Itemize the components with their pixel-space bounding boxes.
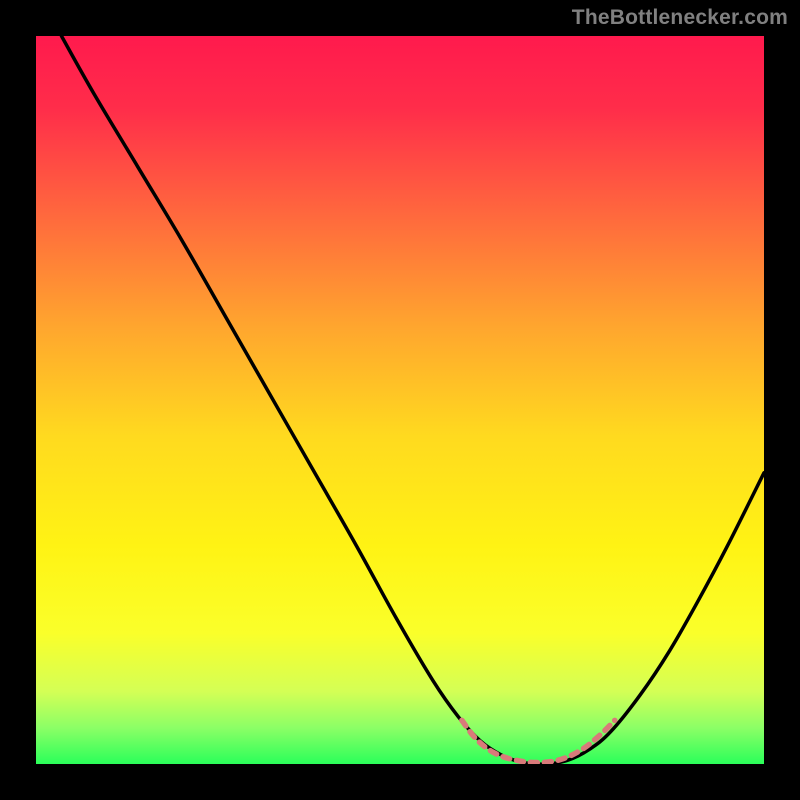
- watermark-text: TheBottlenecker.com: [572, 6, 788, 30]
- plot-area: [36, 36, 764, 764]
- gradient-background: [36, 36, 764, 764]
- chart-frame: TheBottlenecker.com: [0, 0, 800, 800]
